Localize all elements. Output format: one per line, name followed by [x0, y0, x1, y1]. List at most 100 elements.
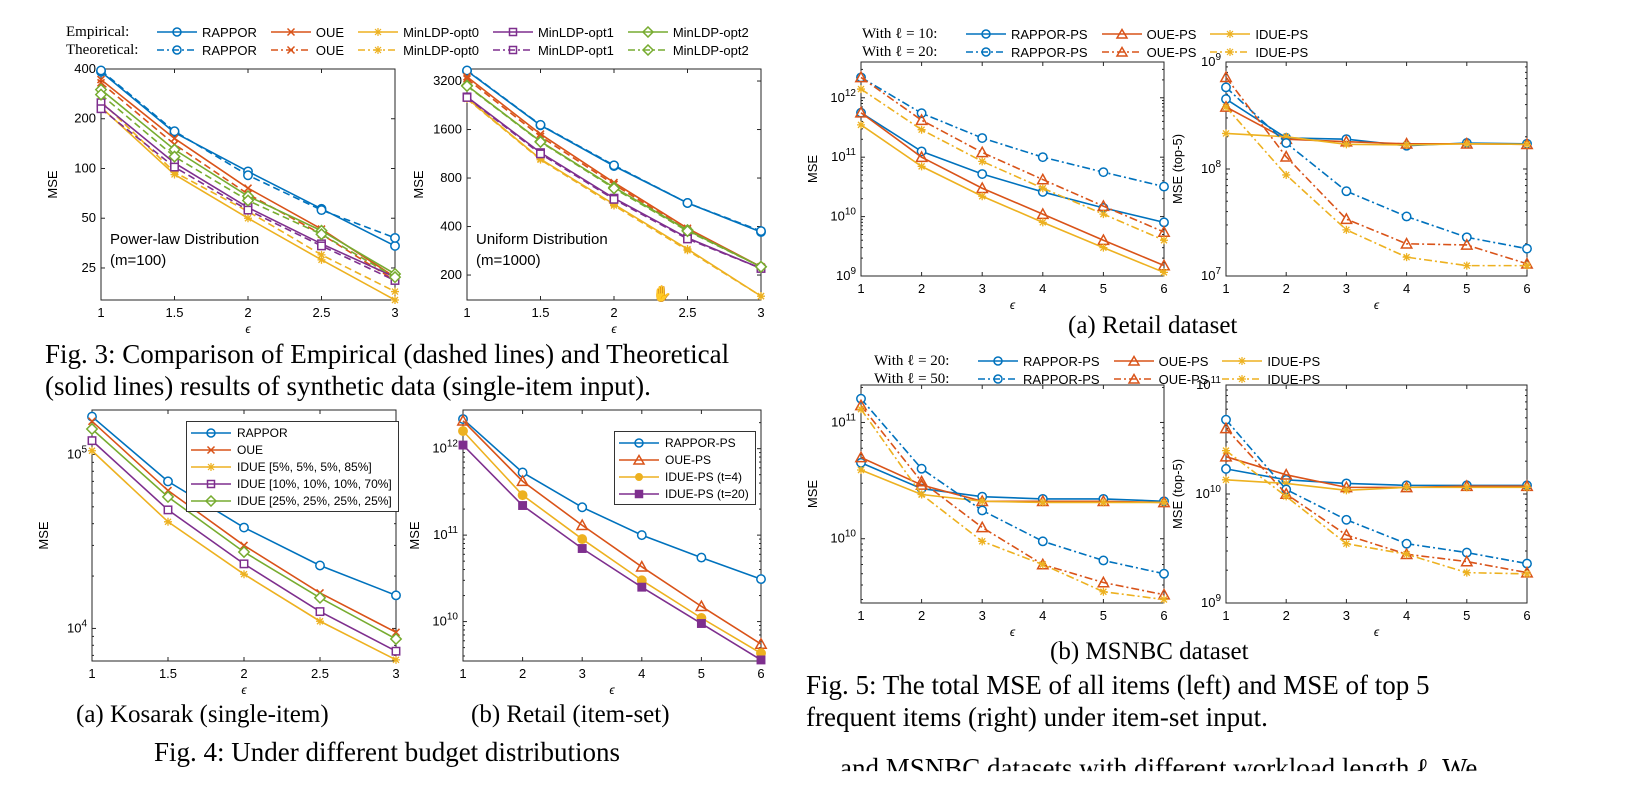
data-point [854, 70, 868, 83]
y-tick-label: 100 [74, 160, 96, 175]
series [856, 457, 1169, 507]
fig5b_left-plot: 1 2 3 4 5 6 ϵ 1010 1011 MSE [805, 384, 1171, 639]
data-point [317, 250, 326, 259]
data-point [610, 201, 618, 210]
series [857, 85, 1168, 245]
data-point [392, 655, 400, 664]
data-point [575, 518, 589, 531]
data-point [577, 534, 588, 545]
y-tick-label: 200 [74, 111, 96, 126]
x-tick-label: 4 [1039, 608, 1046, 623]
data-point [682, 198, 693, 208]
legend-label: OUE [315, 24, 345, 40]
legend-entry: RAPPOR-PS [978, 354, 1100, 369]
data-point [636, 530, 647, 541]
data-point [389, 632, 403, 646]
data-point [536, 129, 545, 139]
data-point [1222, 102, 1230, 111]
data-point [315, 560, 325, 571]
data-point [978, 192, 987, 201]
y-tick-label: 107 [1201, 266, 1221, 283]
series [1222, 129, 1531, 149]
data-point [696, 552, 707, 563]
x-tick-label: 5 [1100, 281, 1107, 296]
data-point [978, 537, 987, 546]
data-point [1219, 421, 1233, 434]
series-line [1225, 455, 1527, 489]
data-point [462, 65, 472, 76]
legend-entry: IDUE [5%, 5%, 5%, 85%] [191, 458, 392, 475]
fig5a-subcaption: (a) Retail dataset [1068, 312, 1238, 339]
data-point [1462, 568, 1471, 577]
y-tick-label: 105 [67, 444, 87, 461]
data-point [88, 446, 96, 455]
data-point [754, 637, 768, 649]
y-tick-label: 1011 [831, 412, 856, 429]
data-point [1096, 575, 1110, 588]
series [1221, 414, 1532, 569]
data-point [96, 65, 106, 76]
data-point [857, 120, 865, 129]
fig5a-legend: With ℓ = 10: RAPPOR-PS OUE-PS IDUE-PS Wi… [862, 25, 1322, 61]
legend-entry: IDUE-PS (t=4) [619, 468, 749, 485]
data-point [535, 119, 546, 130]
data-point [313, 591, 327, 605]
data-point [462, 74, 472, 83]
series-line [1225, 419, 1528, 565]
plot-frame [860, 384, 1165, 604]
x-tick-label: 2 [918, 281, 925, 296]
fig4a-legend: RAPPOR OUE IDUE [5%, 5%, 5%, 85%] IDUE [… [186, 421, 399, 512]
series [1221, 94, 1532, 151]
legend-entry: RAPPOR-PS [966, 45, 1088, 60]
legend-entry: MinLDP-opt0 [358, 25, 479, 40]
x-tick-label: 3 [1343, 608, 1350, 623]
fig5b-legend: With ℓ = 20: RAPPOR-PS OUE-PS IDUE-PS Wi… [874, 352, 1334, 388]
legend-label: RAPPOR [202, 24, 257, 40]
y-tick-label: 1011 [831, 147, 856, 164]
x-tick-label: 2 [1283, 281, 1290, 296]
data-point [96, 104, 106, 114]
data-point [1160, 236, 1168, 245]
data-point [237, 545, 251, 559]
legend-label: RAPPOR-PS [1011, 44, 1088, 60]
series [856, 72, 1169, 192]
fig4a-subcaption: (a) Kosarak (single-item) [76, 701, 329, 728]
data-point [1038, 184, 1047, 193]
series [857, 120, 1168, 277]
legend-row: With ℓ = 10: RAPPOR-PS OUE-PS IDUE-PS [862, 25, 1322, 43]
series [857, 405, 1168, 604]
data-point [96, 75, 106, 84]
data-point [243, 170, 253, 181]
data-point [1098, 555, 1109, 566]
series [462, 65, 766, 237]
data-point [1221, 82, 1231, 93]
data-point [315, 227, 328, 241]
data-point [239, 559, 249, 569]
legend-entry: MinLDP-opt2 [627, 43, 749, 58]
legend-label: RAPPOR-PS [1023, 371, 1100, 387]
y-tick-label: 50 [82, 210, 96, 225]
data-point [241, 194, 255, 207]
x-tick-label: 1.5 [531, 305, 549, 320]
legend-entry: OUE-PS [1113, 372, 1208, 387]
legend-label: OUE-PS [1146, 44, 1197, 60]
x-axis-label: ϵ [245, 322, 251, 336]
data-point [1339, 528, 1353, 541]
data-point [577, 502, 588, 513]
series [1221, 82, 1532, 254]
legend-label: OUE [315, 42, 345, 58]
x-tick-label: 2 [244, 305, 251, 320]
legend-label: OUE-PS [665, 452, 712, 467]
data-point [977, 505, 988, 516]
fig3b-plot: 1 1.5 2 2.5 3 ϵ 200 400 800 1600 3200 MSE Uniform Di… [411, 65, 768, 336]
series [87, 411, 401, 601]
legend-label: MinLDP-opt0 [403, 42, 479, 58]
legend-label: OUE-PS [1146, 26, 1197, 42]
y-tick-label: 1010 [830, 207, 856, 224]
series [87, 417, 401, 637]
data-point [857, 85, 865, 94]
data-point [244, 214, 252, 223]
data-point [756, 226, 766, 237]
legend-entry: RAPPOR-PS [619, 434, 749, 451]
data-point [1160, 595, 1168, 604]
